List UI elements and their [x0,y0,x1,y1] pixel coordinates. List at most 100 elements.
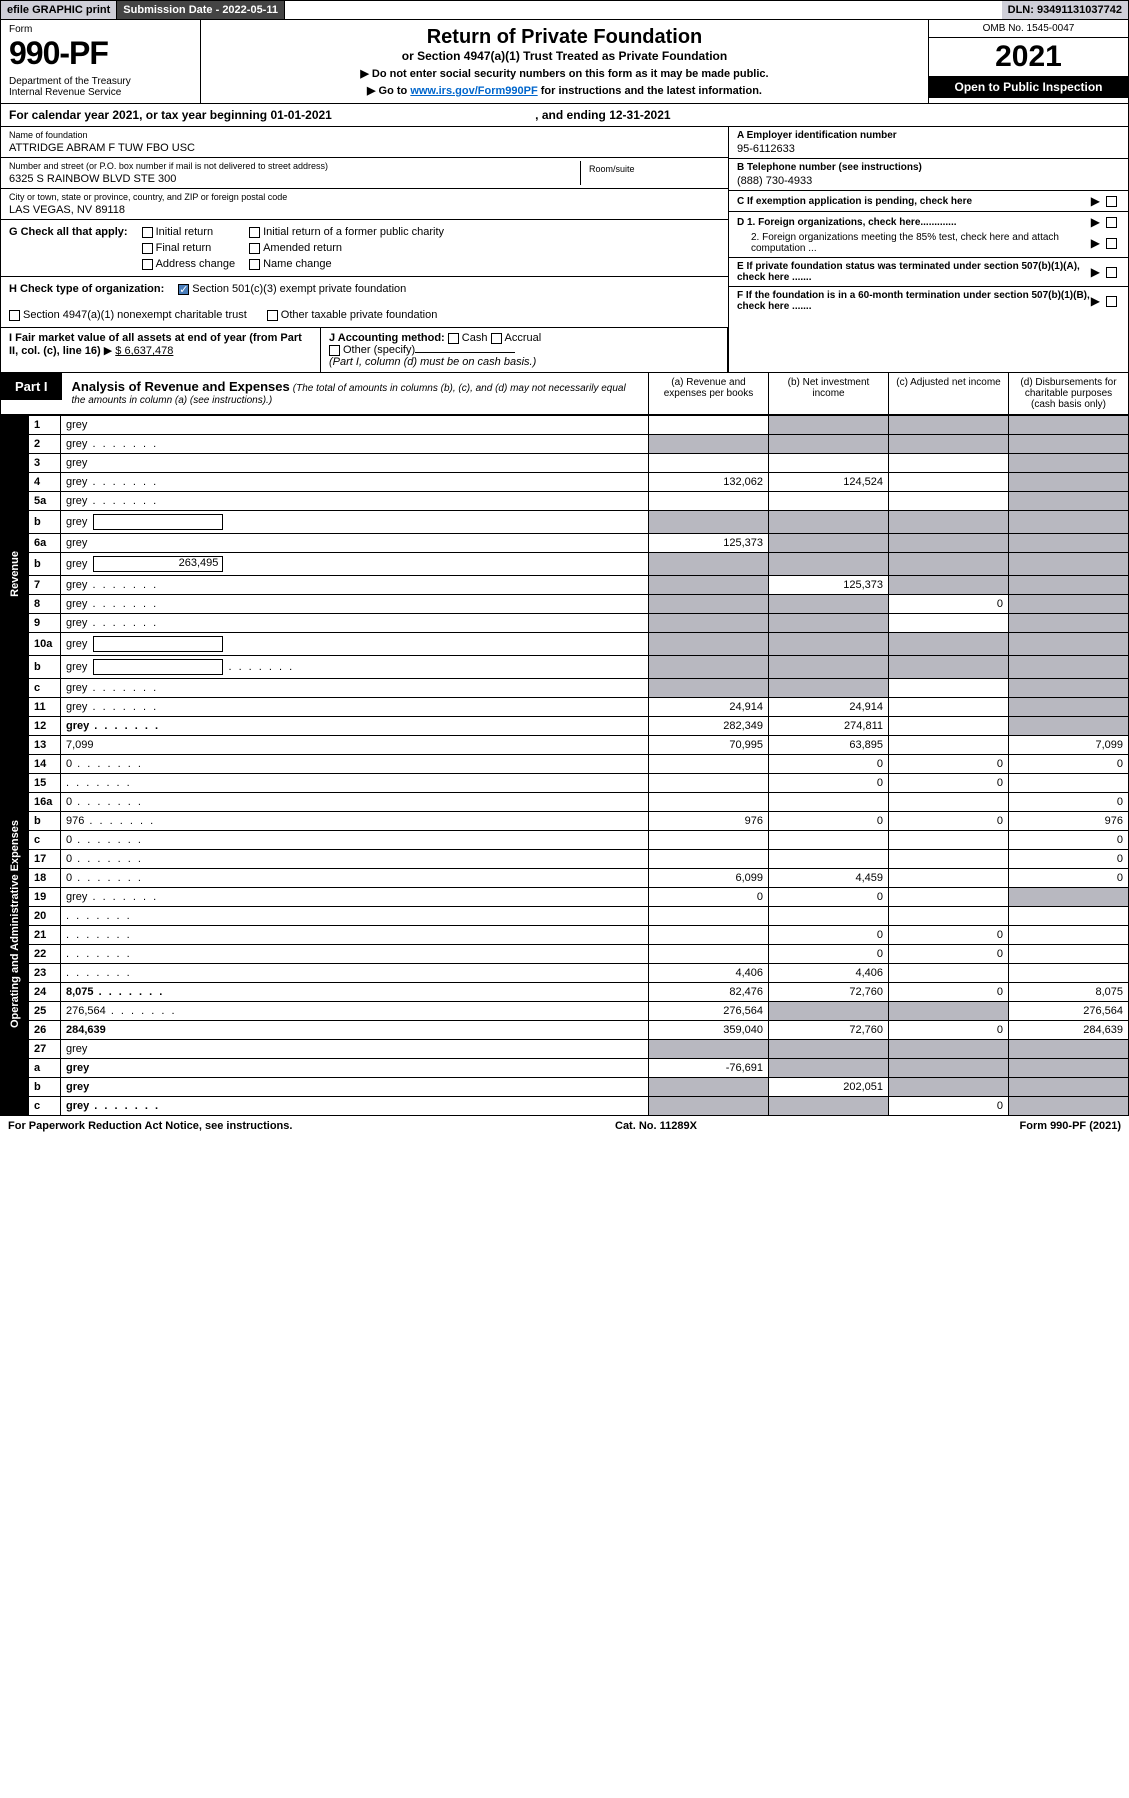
amount-cell [1009,698,1129,717]
amount-cell [889,1040,1009,1059]
line-description: grey . . . . . . . [61,717,649,736]
col-b-header: (b) Net investment income [768,373,888,414]
amount-cell [1009,679,1129,698]
part1-table: Revenue1grey2grey . . . . . . .3grey4gre… [0,415,1129,1116]
checkbox-other-method[interactable] [329,345,340,356]
submission-date: Submission Date - 2022-05-11 [117,1,285,19]
amount-cell [649,416,769,435]
checkbox-exemption-pending[interactable] [1106,196,1117,207]
line-number: 1 [29,416,61,435]
section-g-label: G Check all that apply: [9,226,128,238]
amount-cell: -76,691 [649,1059,769,1078]
amount-cell [889,1002,1009,1021]
line-number: b [29,656,61,679]
omb-number: OMB No. 1545-0047 [929,20,1128,38]
checkbox-4947a1[interactable] [9,310,20,321]
amount-cell: 0 [889,595,1009,614]
checkbox-foreign-org[interactable] [1106,217,1117,228]
amount-cell [889,511,1009,534]
line-number: b [29,553,61,576]
checkbox-amended[interactable] [249,243,260,254]
amount-cell: 274,811 [769,717,889,736]
line-number: 12 [29,717,61,736]
form-instructions-link[interactable]: www.irs.gov/Form990PF [410,85,537,97]
amount-cell [769,793,889,812]
checkbox-accrual[interactable] [491,333,502,344]
line-description: 0 . . . . . . . [61,869,649,888]
section-d1: D 1. Foreign organizations, check here..… [737,217,1091,228]
line-description: . . . . . . . [61,774,649,793]
line-number: 27 [29,1040,61,1059]
amount-cell [769,553,889,576]
amount-cell: 63,895 [769,736,889,755]
amount-cell [769,1097,889,1116]
amount-cell [769,534,889,553]
amount-cell: 0 [769,888,889,907]
amount-cell: 125,373 [769,576,889,595]
amount-cell: 132,062 [649,473,769,492]
amount-cell [769,1059,889,1078]
amount-cell [649,679,769,698]
amount-cell [1009,888,1129,907]
amount-cell: 24,914 [769,698,889,717]
amount-cell [889,633,1009,656]
checkbox-final-return[interactable] [142,243,153,254]
foundation-name: ATTRIDGE ABRAM F TUW FBO USC [9,140,720,154]
amount-cell: 4,459 [769,869,889,888]
amount-cell [1009,595,1129,614]
side-label-expenses: Operating and Administrative Expenses [1,736,29,1116]
line-description: . . . . . . . [61,964,649,983]
amount-cell [1009,511,1129,534]
line-description: . . . . . . . [61,907,649,926]
checkbox-60month[interactable] [1106,296,1117,307]
checkbox-initial-return[interactable] [142,227,153,238]
amount-cell [1009,1097,1129,1116]
amount-cell: 0 [889,774,1009,793]
dept-treasury: Department of the Treasury Internal Reve… [9,72,192,98]
tax-year: 2021 [929,38,1128,76]
amount-cell [889,793,1009,812]
line-description: 8,075 . . . . . . . [61,983,649,1002]
line-number: b [29,1078,61,1097]
form-number: 990-PF [9,35,192,72]
checkbox-501c3[interactable] [178,284,189,295]
line-number: 19 [29,888,61,907]
amount-cell: 276,564 [1009,1002,1129,1021]
amount-cell [649,793,769,812]
checkbox-other-taxable[interactable] [267,310,278,321]
amount-cell: 4,406 [769,964,889,983]
amount-cell [1009,926,1129,945]
amount-cell [649,945,769,964]
amount-cell [649,850,769,869]
line-number: c [29,831,61,850]
amount-cell: 0 [889,812,1009,831]
line-description: 0 . . . . . . . [61,831,649,850]
checkbox-status-terminated[interactable] [1106,267,1117,278]
checkbox-initial-former[interactable] [249,227,260,238]
amount-cell [649,1097,769,1116]
page-footer: For Paperwork Reduction Act Notice, see … [0,1116,1129,1136]
line-number: 26 [29,1021,61,1040]
amount-cell [769,595,889,614]
amount-cell [889,473,1009,492]
line-number: 18 [29,869,61,888]
checkbox-address-change[interactable] [142,259,153,270]
line-description: grey [61,454,649,473]
section-c-label: C If exemption application is pending, c… [737,196,1091,207]
ein-label: A Employer identification number [737,130,1120,141]
sections-i-j: I Fair market value of all assets at end… [1,327,728,372]
line-description: grey [61,1059,649,1078]
amount-cell [1009,1078,1129,1097]
checkbox-85pct[interactable] [1106,238,1117,249]
line-description: 0 . . . . . . . [61,850,649,869]
amount-cell: 0 [889,1021,1009,1040]
footer-left: For Paperwork Reduction Act Notice, see … [8,1120,292,1132]
amount-cell [889,736,1009,755]
amount-cell [649,595,769,614]
checkbox-cash[interactable] [448,333,459,344]
footer-right: Form 990-PF (2021) [1020,1120,1122,1132]
checkbox-name-change[interactable] [249,259,260,270]
amount-cell [1009,907,1129,926]
line-number: 22 [29,945,61,964]
line-number: 4 [29,473,61,492]
